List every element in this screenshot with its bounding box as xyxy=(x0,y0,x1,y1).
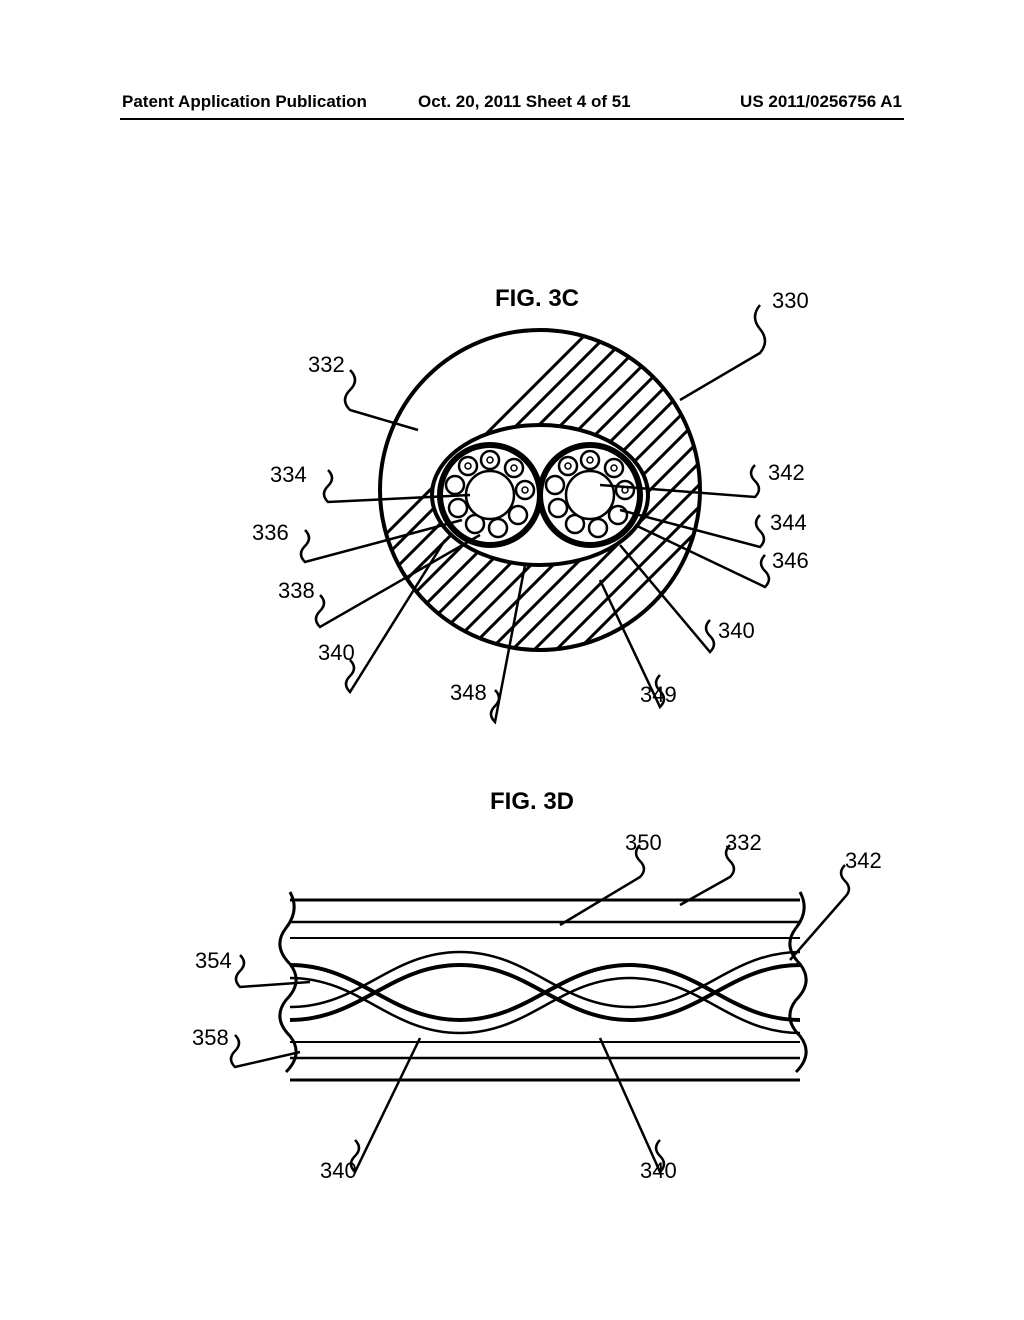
ref-350: 350 xyxy=(625,830,662,856)
ref-342: 342 xyxy=(768,460,805,486)
ref-346: 346 xyxy=(772,548,809,574)
ref-354: 354 xyxy=(195,948,232,974)
header-rule xyxy=(120,118,904,120)
ref-3d-342: 342 xyxy=(845,848,882,874)
ref-349: 349 xyxy=(640,682,677,708)
ref-344: 344 xyxy=(770,510,807,536)
ref-334: 334 xyxy=(270,462,307,488)
header-left: Patent Application Publication xyxy=(122,92,367,112)
ref-338: 338 xyxy=(278,578,315,604)
patent-page: Patent Application Publication Oct. 20, … xyxy=(0,0,1024,1320)
ref-348: 348 xyxy=(450,680,487,706)
ref-332: 332 xyxy=(308,352,345,378)
ref-358: 358 xyxy=(192,1025,229,1051)
header-center: Oct. 20, 2011 Sheet 4 of 51 xyxy=(418,92,631,112)
ref-330: 330 xyxy=(772,288,809,314)
ref-3d-340r: 340 xyxy=(640,1158,677,1184)
ref-340-r: 340 xyxy=(718,618,755,644)
header-right: US 2011/0256756 A1 xyxy=(740,92,902,112)
ref-3d-340l: 340 xyxy=(320,1158,357,1184)
ref-3d-332: 332 xyxy=(725,830,762,856)
ref-336: 336 xyxy=(252,520,289,546)
ref-340-l: 340 xyxy=(318,640,355,666)
